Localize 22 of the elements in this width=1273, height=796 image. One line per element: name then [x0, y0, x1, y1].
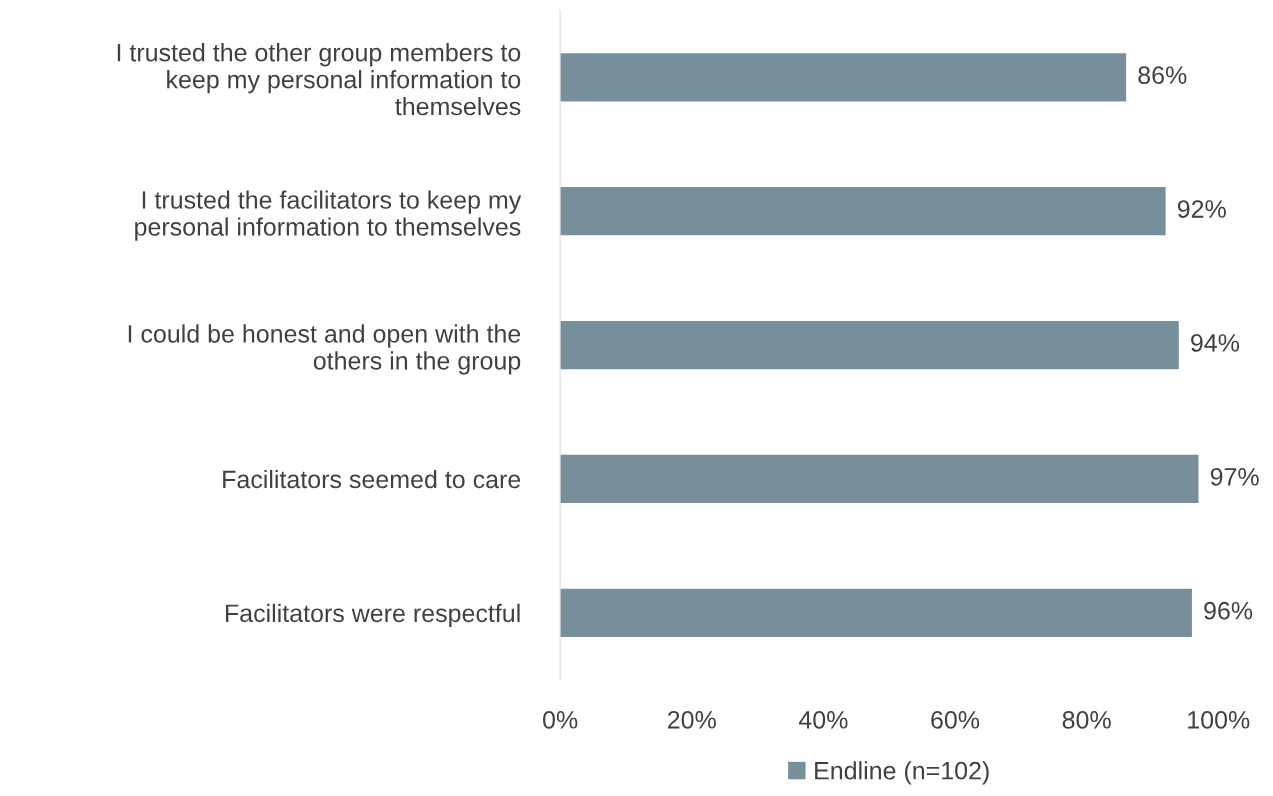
legend-label: Endline (n=102): [815, 761, 989, 785]
x-tick-label: 20%: [667, 711, 716, 729]
x-tick-label: 0%: [543, 711, 578, 729]
data-label: 92%: [1177, 200, 1226, 218]
bar: [560, 187, 1166, 236]
x-tick-label: 100%: [1188, 711, 1250, 729]
y-tick-label: Facilitators seemed to care: [223, 469, 521, 489]
x-tick-label: 80%: [1062, 711, 1111, 729]
y-tick-label: I trusted the facilitators to keep my personal information to themselves: [135, 190, 522, 241]
x-tick-label: 40%: [798, 711, 848, 729]
bar: [560, 454, 1199, 504]
data-label: 97%: [1210, 467, 1259, 486]
data-label: 96%: [1204, 601, 1253, 620]
y-tick-label: Facilitators were respectful: [225, 603, 520, 628]
y-tick-label: I trusted the other group members to keep my personal information to themselves: [117, 43, 521, 116]
y-tick-label: I could be honest and open with the others in the group: [128, 324, 521, 375]
data-label: 94%: [1191, 334, 1240, 352]
bar: [560, 588, 1192, 637]
x-tick-label: 60%: [931, 711, 980, 729]
data-label: 86%: [1138, 66, 1187, 84]
bar: [560, 53, 1127, 102]
bar: [560, 320, 1179, 370]
